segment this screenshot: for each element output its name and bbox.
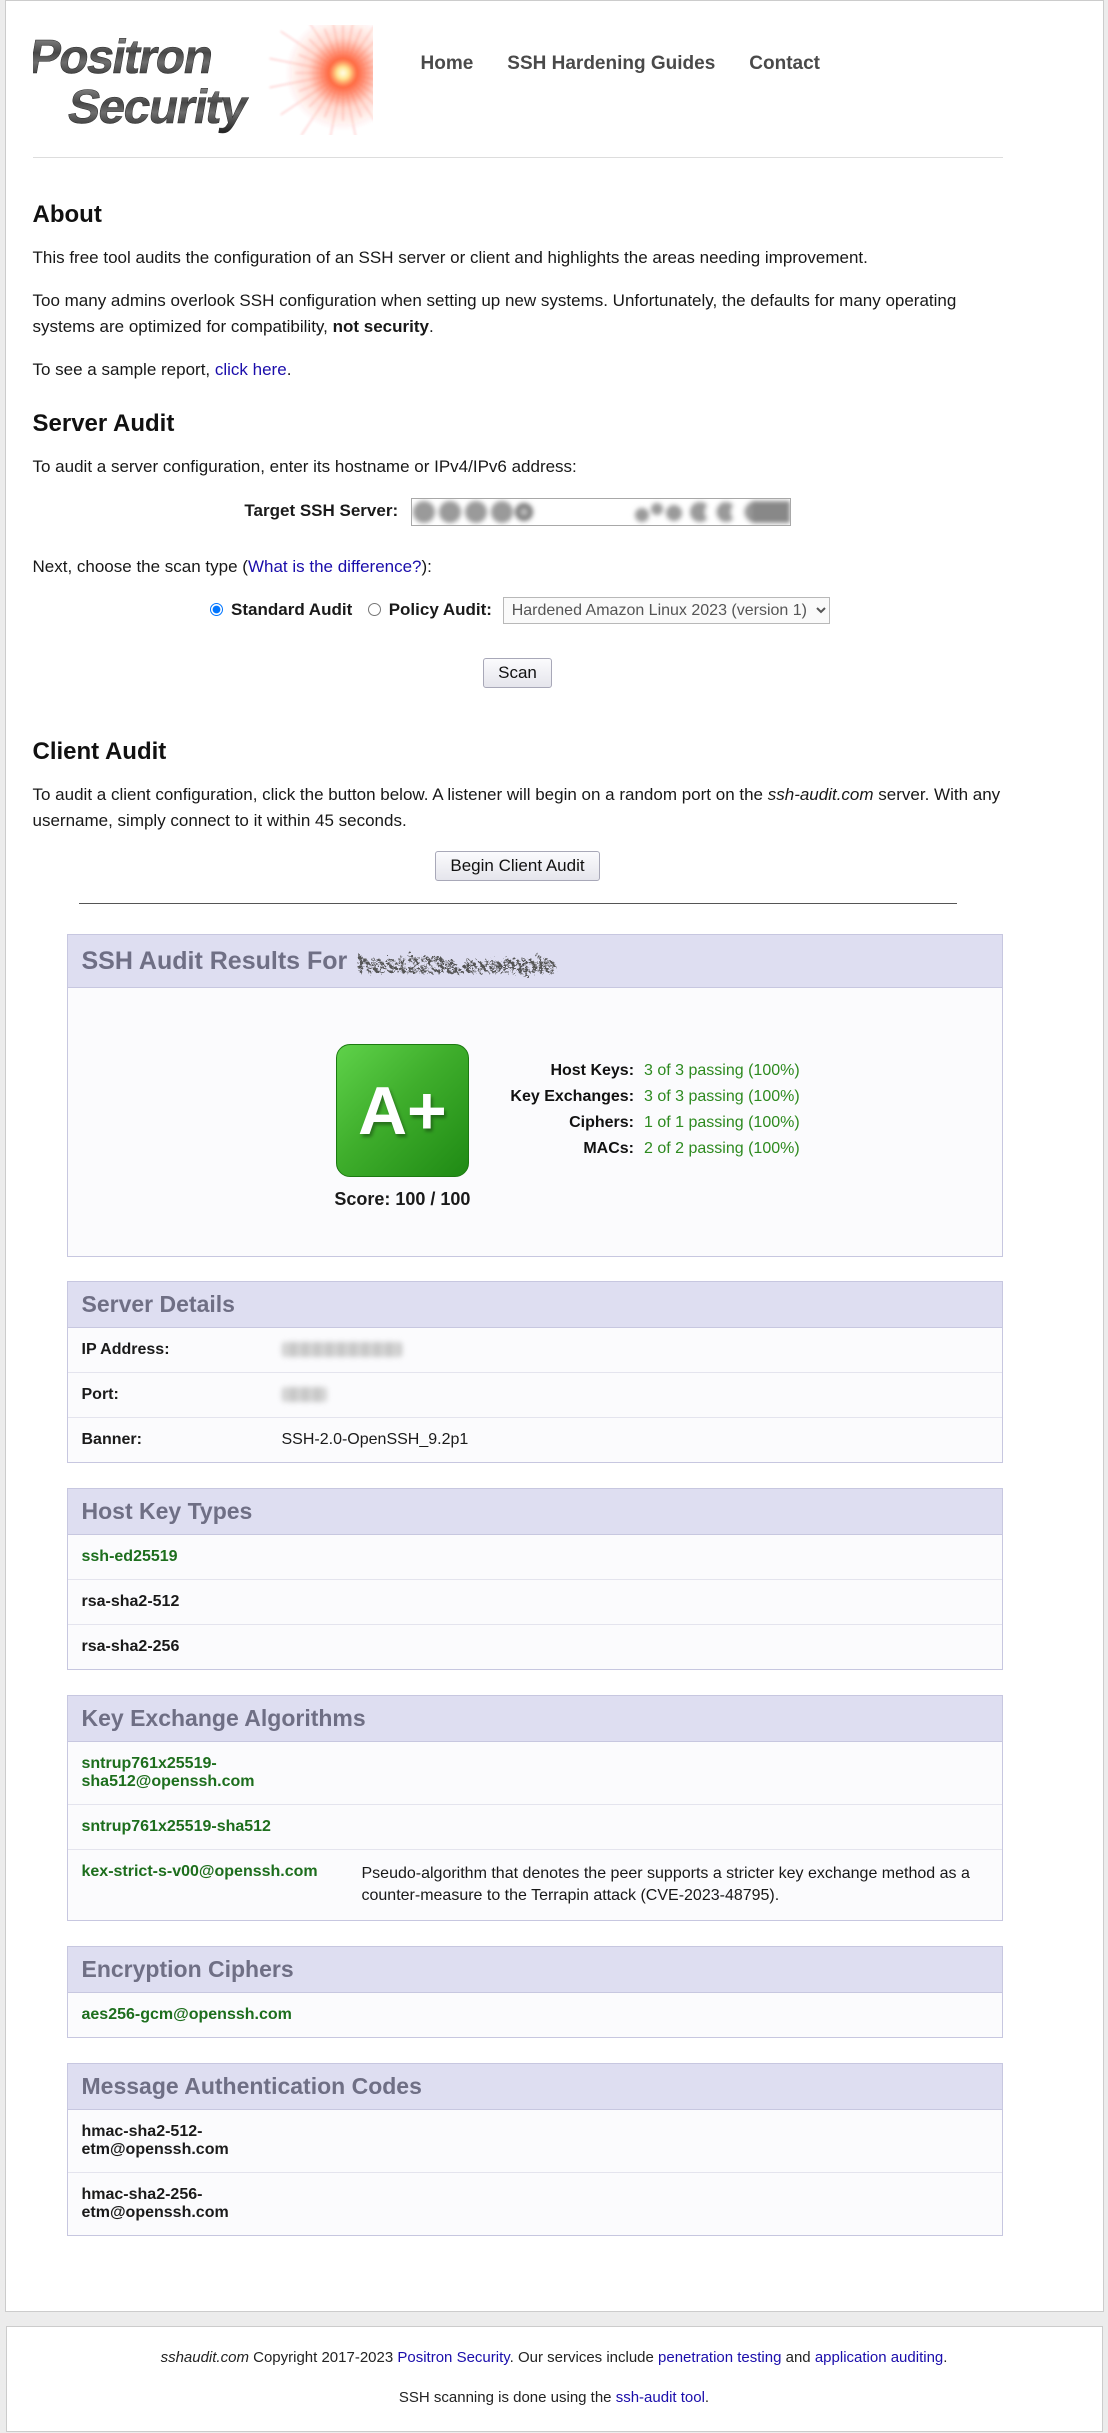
svg-text:Positron: Positron [33, 30, 217, 84]
svg-text:host223a.example: host223a.example [355, 949, 553, 975]
svg-text:Security: Security [63, 80, 251, 134]
